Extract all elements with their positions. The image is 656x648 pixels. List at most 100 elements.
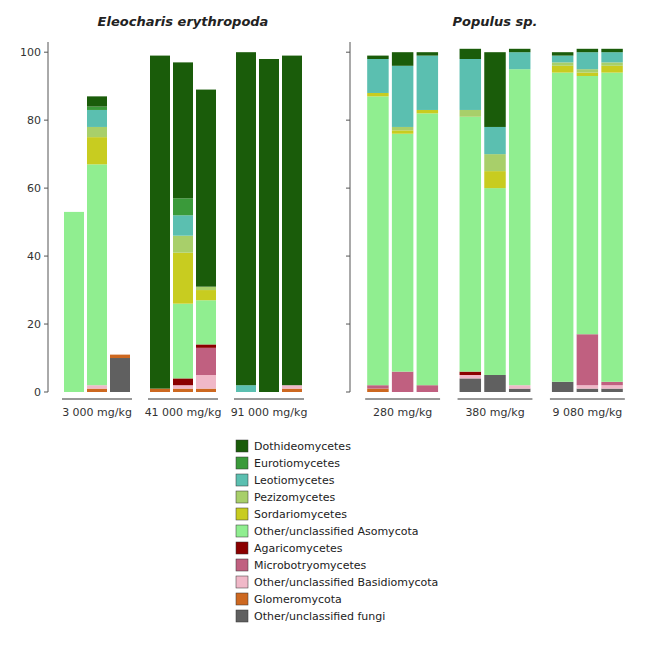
bar-segment [282, 389, 302, 392]
y-tick [346, 120, 350, 121]
legend-label: Leotiomycetes [254, 474, 335, 487]
panel: Populus sp. 280 mg/kg 380 mg/kg 9 080 mg/kg [346, 14, 625, 419]
legend-label: Agaricomycetes [254, 542, 343, 555]
bar-segment [417, 52, 438, 55]
bar-segment [236, 52, 256, 385]
bar-segment [601, 73, 622, 382]
legend-label: Dothideomycetes [254, 440, 351, 453]
bar-segment [196, 344, 216, 347]
bar-segment [196, 375, 216, 389]
bar-segment [367, 385, 388, 388]
bar-segment [196, 389, 216, 392]
bar-segment [601, 52, 622, 62]
legend-label: Sordariomycetes [254, 508, 347, 521]
bar-segment [110, 354, 130, 355]
bar-segment [552, 73, 573, 382]
bar-segment [392, 130, 413, 133]
bar-segment [392, 134, 413, 372]
bar-segment [87, 110, 107, 127]
bar-segment [577, 76, 598, 334]
y-tick [44, 52, 48, 53]
bar-segment [173, 198, 193, 215]
legend-swatch [236, 474, 248, 486]
bar-segment [110, 354, 130, 355]
bar-segment [173, 236, 193, 253]
group-bracket [148, 399, 218, 400]
group-bracket [550, 399, 625, 400]
y-tick [44, 120, 48, 121]
legend-swatch [236, 559, 248, 571]
bar-segment [577, 69, 598, 72]
bar-segment [150, 389, 170, 392]
bar-segment [460, 110, 481, 117]
legend-swatch [236, 542, 248, 554]
panel-title: Eleocharis erythropoda [98, 14, 269, 29]
bar-segment [484, 375, 505, 392]
y-tick-label: 60 [27, 182, 41, 195]
y-tick [44, 256, 48, 257]
legend-label: Glomeromycota [254, 593, 342, 606]
legend-label: Microbotryomycetes [254, 559, 367, 572]
x-tick-label: 9 080 mg/kg [552, 406, 622, 419]
y-tick [346, 52, 350, 53]
y-tick-label: 20 [27, 318, 41, 331]
y-tick [44, 188, 48, 189]
bar-segment [196, 300, 216, 344]
bar-segment [282, 385, 302, 388]
legend-label: Other/unclassified Asomycota [254, 525, 418, 538]
bar-segment [601, 389, 622, 392]
y-tick-label: 0 [34, 386, 41, 399]
bar-segment [509, 389, 530, 392]
panel-title: Populus sp. [453, 14, 538, 29]
x-tick-label: 280 mg/kg [373, 406, 432, 419]
bar-segment [110, 354, 130, 355]
bar-segment [460, 59, 481, 110]
legend-swatch [236, 525, 248, 537]
bar-segment [64, 211, 84, 212]
bar-segment [460, 117, 481, 372]
bar-segment [417, 56, 438, 110]
bar-segment [110, 355, 130, 358]
x-tick-label: 3 000 mg/kg [62, 406, 132, 419]
bar-segment [110, 354, 130, 355]
bar-segment [110, 354, 130, 355]
bar-segment [392, 66, 413, 127]
legend-swatch [236, 491, 248, 503]
legend: DothideomycetesEurotiomycetesLeotiomycet… [236, 440, 438, 623]
bar-segment [173, 385, 193, 388]
bar-segment [577, 52, 598, 69]
bar-segment [509, 69, 530, 385]
y-tick [346, 392, 350, 393]
bar-segment [110, 358, 130, 392]
bar-segment [196, 90, 216, 287]
bar-segment [460, 372, 481, 375]
bar-segment [64, 211, 84, 212]
bars [367, 49, 623, 392]
bar-segment [87, 107, 107, 110]
bars [64, 52, 302, 392]
y-tick-label: 100 [20, 46, 41, 59]
y-tick [346, 256, 350, 257]
bar-segment [392, 127, 413, 130]
group-bracket [62, 399, 132, 400]
group-bracket [458, 399, 533, 400]
bar-segment [173, 389, 193, 392]
bar-segment [392, 372, 413, 392]
bar-segment [417, 385, 438, 392]
bar-segment [173, 62, 193, 198]
bar-segment [110, 354, 130, 355]
x-tick-label: 380 mg/kg [465, 406, 524, 419]
bar-segment [601, 49, 622, 52]
bar-segment [460, 378, 481, 392]
panel: Eleocharis erythropoda0204060801003 000 … [20, 14, 307, 419]
bar-segment [367, 56, 388, 59]
legend-swatch [236, 508, 248, 520]
bar-segment [460, 49, 481, 59]
bar-segment [577, 389, 598, 392]
bar-segment [87, 137, 107, 164]
figure: Eleocharis erythropoda0204060801003 000 … [0, 0, 656, 648]
y-axis-line [48, 42, 49, 392]
y-axis-line [350, 42, 351, 392]
legend-label: Other/unclassified fungi [254, 610, 385, 623]
bar-segment [110, 354, 130, 355]
